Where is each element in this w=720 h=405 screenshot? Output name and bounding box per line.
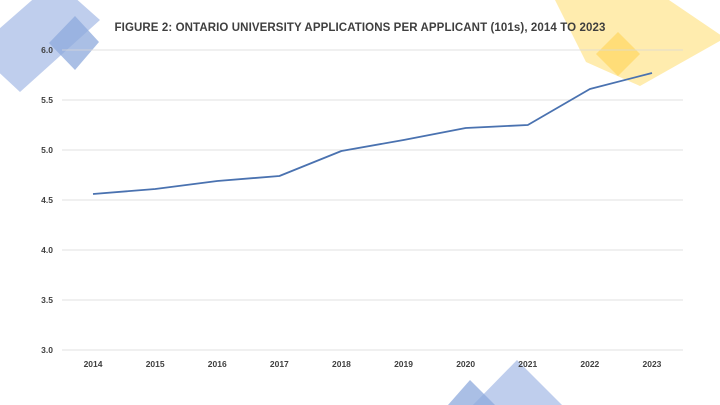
- y-tick-label: 5.5: [41, 95, 53, 105]
- y-tick-label: 4.5: [41, 195, 53, 205]
- decor-diamond-top-right-large: [555, 0, 720, 86]
- y-tick-label: 3.0: [41, 345, 53, 355]
- x-tick-label: 2015: [146, 359, 165, 369]
- x-tick-label: 2016: [208, 359, 227, 369]
- series-points: [93, 72, 652, 195]
- x-tick-label: 2023: [642, 359, 661, 369]
- decor-diamond-bottom-small: [448, 380, 495, 405]
- y-tick-label: 6.0: [41, 45, 53, 55]
- x-tick-label: 2022: [580, 359, 599, 369]
- y-tick-label: 5.0: [41, 145, 53, 155]
- x-tick-label: 2017: [270, 359, 289, 369]
- y-tick-label: 3.5: [41, 295, 53, 305]
- x-tick-label: 2021: [518, 359, 537, 369]
- decor-diamond-top-left-small: [49, 16, 99, 70]
- decor-diamond-bottom-large: [472, 360, 562, 405]
- x-tick-label: 2020: [456, 359, 475, 369]
- chart-title: FIGURE 2: ONTARIO UNIVERSITY APPLICATION…: [114, 22, 606, 34]
- x-tick-label: 2014: [84, 359, 103, 369]
- decor-diamond-top-right-small: [596, 32, 640, 76]
- gridlines: [62, 49, 683, 351]
- x-tick-label: 2019: [394, 359, 413, 369]
- y-axis-ticks: 3.0 3.5 4.0 4.5 5.0 5.5 6.0: [41, 45, 53, 355]
- x-tick-label: 2018: [332, 359, 351, 369]
- y-tick-label: 4.0: [41, 245, 53, 255]
- series-line: [92, 72, 653, 195]
- x-axis-ticks: 2014 2015 2016 2017 2018 2019 2020 2021 2022 2023: [84, 359, 662, 369]
